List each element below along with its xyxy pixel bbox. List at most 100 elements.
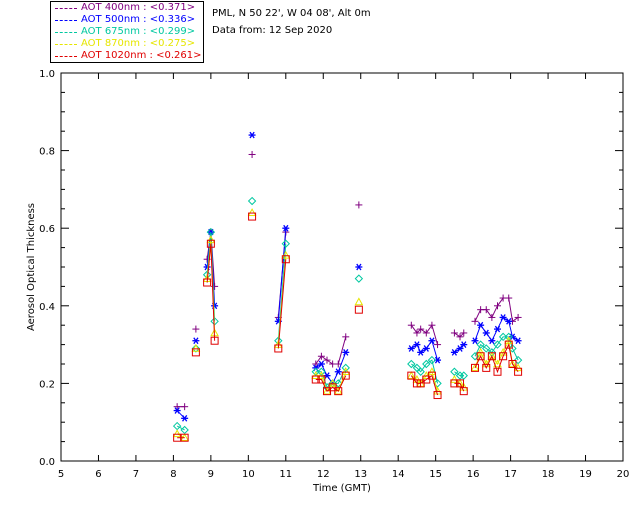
data-point: [428, 337, 436, 345]
data-point-c: [324, 372, 330, 379]
data-point: [413, 341, 421, 348]
data-point: [281, 239, 291, 248]
data-point: [311, 375, 320, 384]
legend-entry-675nm: AOT 675nm : <0.299>: [51, 26, 203, 38]
data-point: [450, 379, 459, 388]
data-point: [323, 356, 331, 364]
series-aot-500nm: [173, 131, 522, 422]
data-point: [191, 343, 201, 352]
data-point: [334, 368, 342, 376]
data-point: [191, 348, 200, 357]
legend-label-500nm: AOT 500nm : <0.336>: [81, 14, 196, 25]
data-point-c: [461, 341, 467, 348]
data-point: [422, 345, 430, 352]
data-point: [459, 387, 468, 396]
data-point: [281, 255, 290, 264]
data-point: [317, 360, 325, 368]
data-point-c: [423, 345, 429, 352]
series-line: [315, 375, 347, 392]
plot-frame: [60, 72, 624, 462]
y-tick-label: 1.0: [39, 69, 55, 80]
x-tick-label: 6: [95, 469, 101, 480]
data-point: [476, 352, 485, 361]
data-point: [427, 371, 436, 380]
data-point: [505, 294, 513, 302]
data-point: [173, 407, 181, 414]
data-point: [407, 371, 416, 380]
data-point: [416, 367, 425, 376]
legend-label-870nm: AOT 870nm : <0.275>: [81, 38, 196, 49]
legend-label-400nm: AOT 400nm : <0.371>: [81, 2, 196, 13]
data-point: [482, 344, 491, 353]
data-point: [407, 359, 416, 369]
data-point: [274, 344, 283, 353]
data-point: [355, 201, 363, 209]
data-point: [488, 313, 496, 321]
series-aot-1020nm: [173, 212, 523, 442]
data-point: [417, 349, 425, 356]
x-tick-label: 14: [392, 469, 405, 480]
data-point: [206, 235, 216, 244]
data-point: [311, 371, 321, 379]
data-point: [282, 224, 290, 232]
y-tick-label: 0.0: [39, 457, 55, 468]
data-point: [456, 333, 464, 341]
data-point: [191, 344, 201, 353]
data-point: [493, 359, 502, 368]
series-line: [176, 425, 185, 431]
data-point-c: [318, 360, 325, 368]
data-point: [434, 341, 442, 349]
x-tick-label: 9: [208, 469, 214, 480]
data-point: [281, 250, 291, 259]
data-point: [450, 329, 458, 337]
data-point: [173, 403, 181, 411]
data-point: [342, 349, 350, 356]
data-point-c: [335, 368, 341, 376]
series-line: [410, 324, 439, 345]
series-layer: [172, 131, 523, 442]
data-point-c: [477, 321, 484, 329]
x-tick-label: 10: [242, 469, 255, 480]
data-point: [514, 337, 522, 345]
y-tick-label: 0.4: [39, 302, 55, 313]
y-tick-label: 0.2: [39, 379, 55, 390]
data-point: [334, 360, 342, 368]
data-point: [488, 337, 496, 345]
data-point-c: [472, 337, 478, 345]
y-axis-label: Aerosol Optical Thickness: [26, 203, 37, 331]
data-point: [181, 403, 189, 411]
data-point: [248, 131, 256, 139]
series-line: [277, 259, 287, 349]
data-point: [433, 391, 442, 400]
data-point: [247, 196, 257, 206]
data-point: [341, 367, 351, 376]
series-aot-675nm: [172, 196, 523, 435]
x-tick-label: 11: [279, 469, 292, 480]
data-point: [459, 371, 468, 380]
data-point: [482, 329, 490, 337]
data-point: [493, 367, 502, 376]
data-point: [203, 278, 212, 287]
data-point-c: [494, 325, 501, 333]
data-point: [505, 317, 513, 325]
data-point: [427, 355, 437, 365]
x-tick-label: 13: [354, 469, 367, 480]
x-tick-label: 12: [317, 469, 330, 480]
data-point: [514, 313, 522, 321]
data-point-c: [500, 314, 506, 321]
series-line: [454, 332, 465, 338]
data-point: [334, 387, 343, 396]
data-point: [422, 359, 431, 369]
data-point-c: [356, 263, 362, 271]
data-point: [417, 325, 425, 333]
data-point-c: [451, 349, 458, 356]
data-point: [407, 321, 415, 329]
data-point: [493, 325, 501, 333]
data-point: [460, 341, 468, 348]
data-point-c: [483, 329, 489, 337]
data-point: [342, 333, 350, 341]
data-point: [460, 329, 468, 337]
x-tick-label: 5: [58, 469, 64, 480]
legend-line-675nm: [55, 32, 77, 33]
data-point: [487, 352, 496, 361]
